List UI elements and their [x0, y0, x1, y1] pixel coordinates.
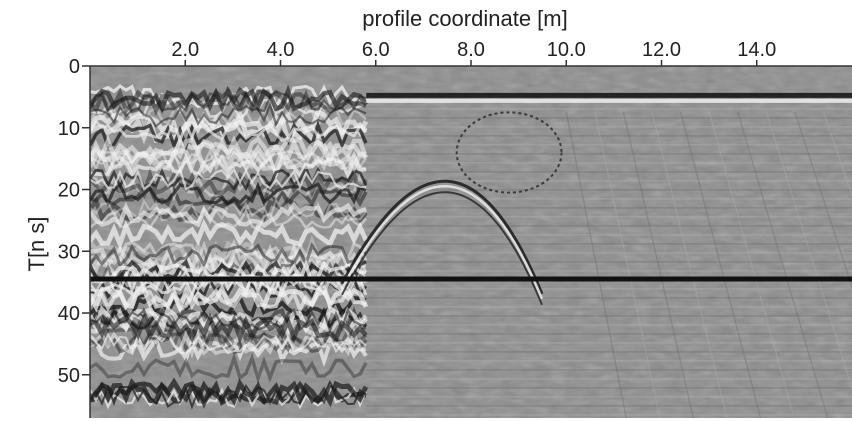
y-axis-label: T[n s]	[24, 216, 49, 271]
y-tick-label: 40	[58, 303, 80, 325]
diffraction-tail	[794, 111, 852, 290]
diffraction-tail	[765, 111, 852, 391]
reflection-band	[90, 206, 367, 232]
signal-layer	[90, 84, 852, 418]
x-tick-label: 6.0	[362, 39, 390, 61]
hyperbola-reflection	[341, 191, 543, 306]
reflection-band	[90, 218, 369, 251]
reflection-band	[90, 168, 368, 200]
reflection-band	[90, 166, 367, 191]
y-ticks: 0 10 20 30 40 50	[58, 56, 90, 387]
y-tick-label: 0	[69, 56, 80, 78]
reflection-band	[90, 235, 368, 267]
diffraction-tail	[594, 111, 661, 418]
reflection-band	[90, 201, 367, 229]
reflection-band	[90, 134, 369, 163]
reflection-band	[90, 312, 368, 345]
reflection-band	[90, 89, 367, 114]
diffraction-tail	[622, 111, 695, 418]
reflection-band	[90, 197, 367, 224]
diffraction-tail	[651, 111, 728, 418]
reflection-band	[90, 84, 368, 114]
reflection-band	[90, 242, 367, 269]
x-axis-label: profile coordinate [m]	[362, 6, 567, 31]
reflection-band	[90, 144, 368, 175]
diffraction-tail	[822, 111, 852, 198]
reflection-band	[90, 352, 368, 385]
diffraction-tail	[565, 111, 627, 418]
diffraction-tail	[708, 111, 795, 418]
diffraction-tail	[679, 111, 762, 418]
reflection-band	[90, 116, 368, 146]
x-tick-label: 12.0	[642, 39, 681, 61]
x-ticks: 2.0 4.0 6.0 8.0 10.0 12.0 14.0	[171, 39, 776, 66]
x-tick-label: 10.0	[547, 39, 586, 61]
x-tick-label: 8.0	[457, 39, 485, 61]
reflection-band	[90, 377, 369, 409]
reflection-band	[90, 101, 367, 128]
hyperbola-reflection	[340, 185, 544, 300]
y-tick-label: 20	[58, 180, 80, 202]
x-tick-label: 2.0	[171, 39, 199, 61]
x-tick-label: 14.0	[737, 39, 776, 61]
annotation-ellipse	[455, 111, 563, 194]
diffraction-tail	[737, 111, 829, 418]
y-tick-label: 30	[58, 241, 80, 263]
surface-reflection-dark	[366, 92, 852, 98]
reflection-band	[90, 181, 367, 208]
surface-reflection-light	[366, 98, 852, 103]
hyperbola-reflection	[340, 179, 544, 295]
x-tick-label: 4.0	[267, 39, 295, 61]
y-tick-label: 10	[58, 118, 80, 140]
reflection-band	[90, 306, 367, 334]
reflection-band	[90, 331, 367, 356]
reflection-band	[90, 120, 368, 152]
y-tick-label: 50	[58, 365, 80, 387]
